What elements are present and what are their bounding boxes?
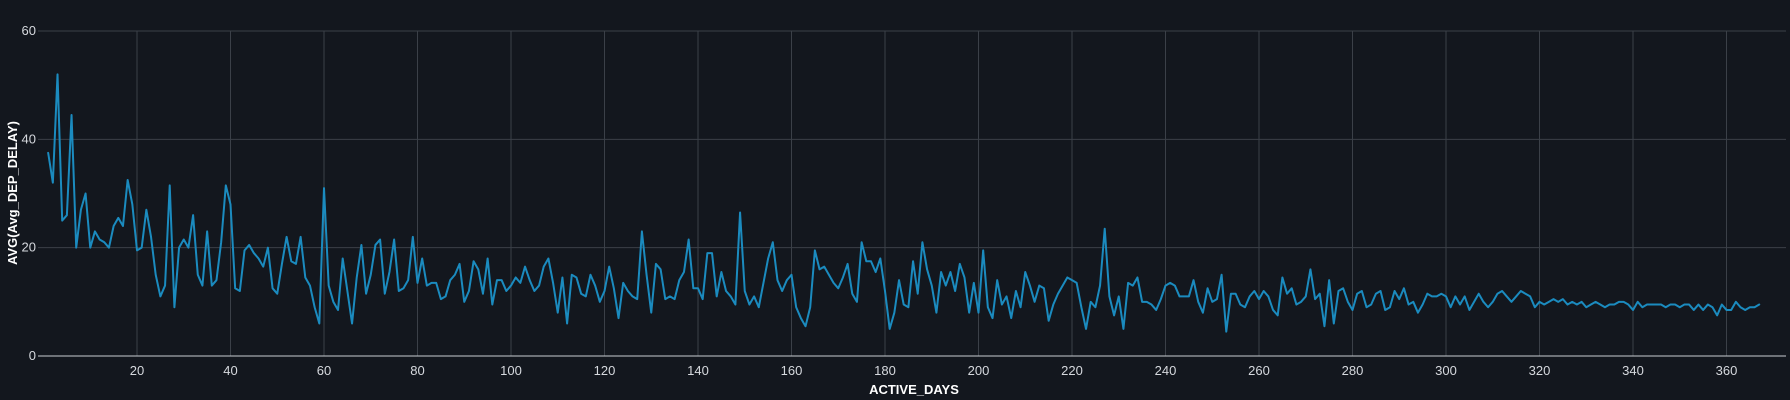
x-tick-label: 60: [317, 363, 331, 378]
x-tick-label: 140: [687, 363, 709, 378]
x-axis-title: ACTIVE_DAYS: [869, 382, 959, 397]
y-tick-label: 40: [22, 131, 36, 146]
y-tick-label: 0: [29, 348, 36, 363]
x-tick-label: 40: [223, 363, 237, 378]
x-tick-label: 200: [968, 363, 990, 378]
x-tick-label: 240: [1155, 363, 1177, 378]
grid: [38, 31, 1786, 356]
y-axis-title: AVG(Avg_DEP_DELAY): [5, 121, 20, 265]
x-tick-label: 320: [1529, 363, 1551, 378]
y-tick-label: 60: [22, 23, 36, 38]
x-tick-label: 260: [1248, 363, 1270, 378]
x-tick-label: 280: [1342, 363, 1364, 378]
x-tick-label: 360: [1716, 363, 1738, 378]
x-tick-label: 300: [1435, 363, 1457, 378]
series-line: [48, 74, 1759, 331]
series: [48, 74, 1759, 331]
x-tick-label: 120: [594, 363, 616, 378]
x-tick-label: 340: [1622, 363, 1644, 378]
x-tick-label: 20: [130, 363, 144, 378]
x-tick-label: 160: [781, 363, 803, 378]
y-tick-label: 20: [22, 240, 36, 255]
x-tick-label: 80: [410, 363, 424, 378]
x-tick-label: 220: [1061, 363, 1083, 378]
x-tick-label: 180: [874, 363, 896, 378]
x-tick-label: 100: [500, 363, 522, 378]
tick-labels: 20 40 60 80 100 120 140 160 180 200 220 240 260 280 30…: [22, 23, 1738, 378]
